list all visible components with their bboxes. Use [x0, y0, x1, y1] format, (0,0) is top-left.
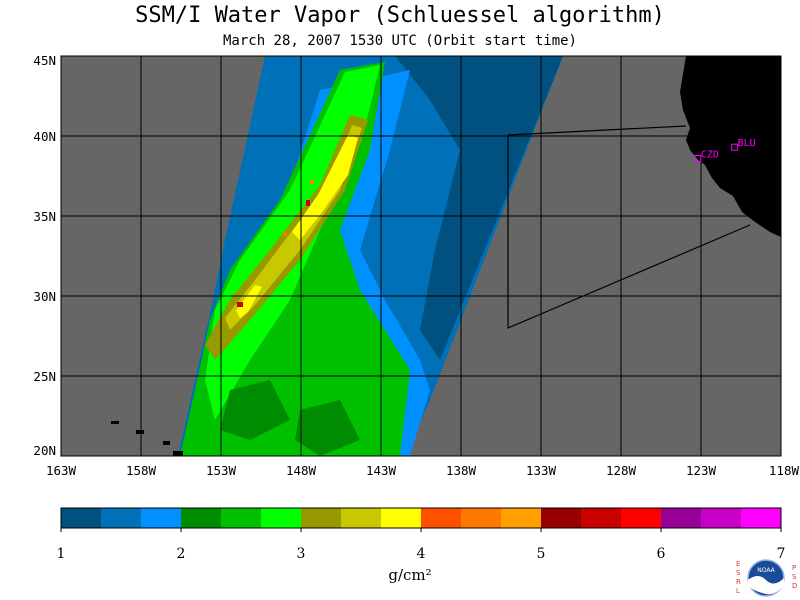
- colorbar-swatch: [661, 508, 702, 528]
- colorbar-swatch: [301, 508, 342, 528]
- colorbar-tick-label: 5: [537, 546, 546, 562]
- plume-red-2: [237, 302, 243, 307]
- station-label: CZD: [701, 149, 719, 160]
- logo-noaa-text: NOAA: [757, 567, 775, 574]
- lon-label: 148W: [286, 463, 317, 478]
- svg-text:R: R: [736, 578, 741, 586]
- lat-label: 40N: [33, 129, 56, 144]
- analysis-region-outline-2: [507, 135, 751, 329]
- colorbar: [60, 507, 782, 529]
- lon-label: 133W: [526, 463, 557, 478]
- lon-label: 123W: [686, 463, 717, 478]
- station-marker: [731, 143, 739, 151]
- colorbar-swatch: [421, 508, 462, 528]
- colorbar-swatch: [621, 508, 662, 528]
- stations: CZD BLU: [694, 138, 756, 162]
- lon-label: 163W: [46, 463, 77, 478]
- colorbar-swatch: [101, 508, 142, 528]
- colorbar-unit-label: g/cm²: [388, 566, 432, 584]
- map-frame: [60, 55, 782, 457]
- land-hawaii-2: [136, 430, 144, 434]
- colorbar-ticks: 1 2 3 4 5 6 7: [57, 528, 786, 562]
- lat-label: 45N: [33, 53, 56, 68]
- svg-text:S: S: [736, 569, 741, 577]
- svg-text:E: E: [736, 560, 740, 568]
- colorbar-swatch: [61, 508, 102, 528]
- colorbar-swatch: [701, 508, 742, 528]
- colorbar-swatch: [541, 508, 582, 528]
- lon-label: 138W: [446, 463, 477, 478]
- colorbar-tick-label: 3: [297, 546, 306, 562]
- lat-lon-grid: [61, 56, 781, 456]
- colorbar-tick-label: 6: [657, 546, 666, 562]
- map-subtitle: March 28, 2007 1530 UTC (Orbit start tim…: [222, 33, 577, 49]
- colorbar-tick-label: 7: [777, 546, 786, 562]
- lat-label: 20N: [33, 443, 56, 458]
- plume-yellow: [292, 135, 358, 240]
- colorbar-swatch: [461, 508, 502, 528]
- swath-dark-right: [395, 56, 563, 360]
- plume-red-1: [306, 200, 310, 206]
- lon-label: 128W: [606, 463, 637, 478]
- station-marker: [694, 154, 702, 162]
- land-hawaii-3: [163, 441, 170, 445]
- colorbar-swatch: [581, 508, 622, 528]
- colorbar-swatch: [221, 508, 262, 528]
- plume-yellowish: [225, 125, 362, 330]
- lon-label: 153W: [206, 463, 237, 478]
- svg-text:D: D: [792, 582, 797, 590]
- colorbar-tick-label: 2: [177, 546, 186, 562]
- lat-label: 25N: [33, 369, 56, 384]
- station-label: BLU: [738, 138, 756, 149]
- colorbar-swatch: [261, 508, 302, 528]
- colorbar-swatch: [181, 508, 222, 528]
- lat-label: 35N: [33, 209, 56, 224]
- lat-axis: 45N 40N 35N 30N 25N 20N: [33, 53, 56, 458]
- swath-darkgreen: [220, 380, 290, 440]
- svg-text:S: S: [792, 573, 797, 581]
- lon-label: 143W: [366, 463, 397, 478]
- lat-label: 30N: [33, 289, 56, 304]
- land-north-america: [680, 56, 781, 237]
- colorbar-swatch: [141, 508, 182, 528]
- colorbar-tick-label: 4: [417, 546, 426, 562]
- colorbar-swatch: [501, 508, 542, 528]
- colorbar-swatch: [381, 508, 422, 528]
- land-hawaii-1: [111, 421, 119, 424]
- land-hawaii-4: [173, 451, 183, 456]
- lon-label: 118W: [769, 463, 800, 478]
- plume-yellow-2: [236, 285, 262, 318]
- analysis-region-outline: [507, 125, 687, 136]
- colorbar-swatch: [741, 508, 782, 528]
- colorbar-swatch: [341, 508, 382, 528]
- plume-orange-1: [310, 180, 314, 184]
- lon-label: 158W: [126, 463, 157, 478]
- svg-text:P: P: [792, 564, 796, 572]
- plume-orange-2: [283, 232, 287, 236]
- svg-text:L: L: [736, 587, 740, 595]
- swath-darkgreen-2: [295, 400, 360, 456]
- colorbar-tick-label: 1: [57, 546, 66, 562]
- lon-axis: 163W 158W 153W 148W 143W 138W 133W 128W 123W 118W: [46, 463, 800, 478]
- map-title: SSM/I Water Vapor (Schluessel algorithm): [135, 3, 665, 28]
